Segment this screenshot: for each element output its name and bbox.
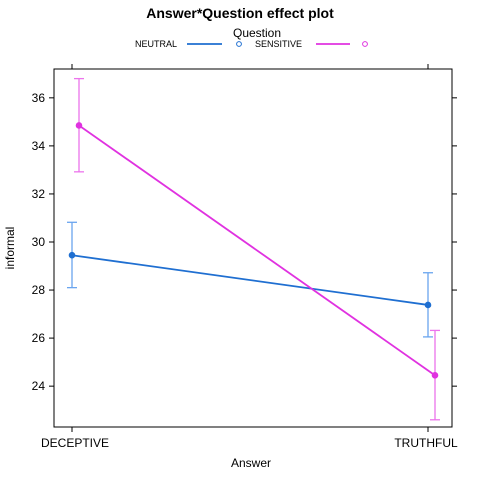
- legend-item-neutral: NEUTRAL: [135, 39, 242, 49]
- y-tick-label: 34: [32, 139, 46, 153]
- plot-area: [67, 77, 440, 421]
- y-axis-label: informal: [3, 227, 17, 270]
- legend: NEUTRAL SENSITIVE: [135, 39, 368, 49]
- x-tick-label: DECEPTIVE: [41, 436, 109, 450]
- data-point: [68, 251, 76, 259]
- legend-point: [362, 41, 368, 47]
- data-point: [424, 301, 432, 309]
- legend-item-sensitive: SENSITIVE: [255, 39, 368, 49]
- plot-frame: [53, 68, 453, 428]
- x-tick-label: TRUTHFUL: [394, 436, 458, 450]
- series-line: [78, 124, 436, 377]
- x-axis: DECEPTIVE TRUTHFUL: [41, 64, 458, 450]
- series-neutral: [67, 221, 433, 338]
- legend-label: SENSITIVE: [255, 39, 302, 49]
- y-tick-label: 24: [32, 379, 46, 393]
- legend-point: [236, 41, 242, 47]
- y-tick-label: 28: [32, 283, 46, 297]
- y-tick-label: 30: [32, 235, 46, 249]
- chart-title: Answer*Question effect plot: [146, 5, 334, 21]
- series-line: [71, 254, 429, 306]
- y-axis: 24 26 28 30 32 34 36: [32, 91, 457, 393]
- series-sensitive: [74, 77, 440, 421]
- y-tick-label: 32: [32, 187, 46, 201]
- y-tick-label: 36: [32, 91, 46, 105]
- y-tick-label: 26: [32, 331, 46, 345]
- data-point: [431, 372, 439, 379]
- data-point: [75, 122, 83, 129]
- legend-title: Question: [233, 26, 281, 40]
- legend-label: NEUTRAL: [135, 39, 177, 49]
- x-axis-label: Answer: [231, 456, 271, 470]
